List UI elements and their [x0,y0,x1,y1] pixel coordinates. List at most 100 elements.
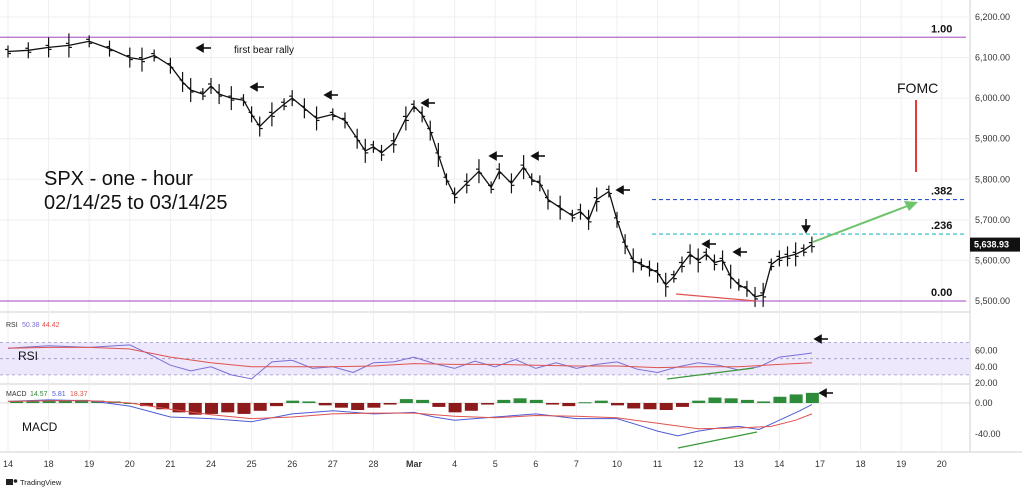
tradingview-logo: TradingView [6,478,62,487]
x-tick-label: 10 [612,459,622,469]
down-arrow-icon [801,219,811,234]
macd-hist-bar [805,392,819,403]
x-tick-label: 14 [774,459,784,469]
left-arrow-icon [813,334,828,344]
macd-hist-bar [578,402,592,404]
x-tick-label: 26 [287,459,297,469]
x-tick-label: Mar [406,459,423,469]
macd-header-signal: 18.37 [70,391,88,398]
rsi-ma-line [7,346,812,369]
x-tick-label: 11 [653,459,662,469]
macd-hist-bar [156,403,170,410]
grid [0,0,970,452]
macd-hist-bar [302,401,316,403]
left-arrow-icon [615,185,630,195]
last-price-label: 5,638.93 [974,240,1009,250]
macd-hist-bar [188,403,202,415]
forecast-arrow-head [904,201,918,211]
macd-tick-label: -40.00 [975,429,1001,439]
macd-hist-bar [318,403,332,406]
left-arrow-icon [323,90,338,100]
x-tick-label: 25 [247,459,257,469]
macd-divergence-line [677,431,758,449]
macd-hist-bar [58,400,72,403]
y-tick-label: 6,200.00 [975,12,1010,22]
rsi-tick-label: 20.00 [975,378,998,388]
x-tick-label: 20 [125,459,135,469]
macd-hist-bar [367,403,381,408]
x-tick-label: 18 [44,459,54,469]
y-tick-label: 5,500.00 [975,296,1010,306]
left-arrow-icon [701,239,716,249]
macd-hist-bar [757,401,771,403]
forecast-arrow-line [812,204,911,243]
macd-hist-bar [75,399,89,403]
x-tick-label: 20 [937,459,947,469]
macd-hist-bar [627,403,641,409]
y-tick-label: 5,900.00 [975,134,1010,144]
pointer-arrows [195,43,833,398]
macd-hist-bar [26,401,40,403]
macd-hist-bar [643,403,657,410]
macd-hist-bar [221,403,235,413]
x-tick-label: 17 [815,459,825,469]
rsi-divergence-line [666,367,755,380]
macd-hist-bar [205,403,218,414]
macd-hist-bar [789,394,803,403]
tradingview-logo-icon [6,479,13,485]
rsi-series [7,344,812,380]
y-tick-label: 5,800.00 [975,174,1010,184]
macd-hist-bar [237,403,251,414]
macd-signal-line [7,400,813,430]
rsi-tick-label: 60.00 [975,346,998,356]
x-tick-label: 19 [84,459,94,469]
macd-header-name: MACD [6,391,27,398]
macd-hist-bar [399,399,413,403]
left-arrow-icon [732,247,747,257]
left-arrow-icon [488,151,503,161]
macd-hist-bar [611,403,624,406]
left-arrow-icon [530,151,545,161]
macd-hist-bar [724,398,738,403]
macd-hist-bar [773,396,787,403]
x-tick-label: 21 [165,459,175,469]
macd-hist-bar [42,400,56,403]
macd-hist-bar [692,400,706,403]
macd-series [0,392,970,437]
x-tick-label: 5 [493,459,498,469]
macd-hist-bar [708,397,722,403]
time-axis: 14 18 19 20 21 24 25 26 27 28 Mar 4 5 6 7 10 11 12 13 14 17 1… [3,459,947,469]
rsi-header-ma-value: 44.42 [42,322,60,329]
x-tick-label: 7 [574,459,579,469]
x-tick-label: 24 [206,459,216,469]
rsi-header: RSI 50.38 44.42 [6,322,60,329]
y-tick-label: 5,700.00 [975,215,1010,225]
macd-header-macd: 5.81 [52,391,66,398]
macd-hist-bar [334,403,348,408]
macd-header-hist: 14.57 [30,391,48,398]
macd-hist-bar [659,403,673,411]
left-arrow-icon [818,388,833,398]
macd-hist-bar [740,399,754,403]
x-tick-label: 19 [896,459,906,469]
rsi-panel-label: RSI [18,349,38,363]
x-tick-label: 13 [734,459,744,469]
macd-hist-bar [562,403,576,407]
macd-hist-bar [464,403,478,411]
chart-subtitle: 02/14/25 to 03/14/25 [44,192,228,214]
y-tick-label: 6,100.00 [975,53,1010,63]
macd-hist-bar [269,403,283,407]
macd-hist-bar [383,403,397,405]
macd-hist-bar [529,399,543,403]
fib-level-label: 1.00 [931,23,952,35]
rsi-header-value: 50.38 [22,322,40,329]
brand-label: TradingView [20,478,62,487]
macd-hist-bar [432,403,446,407]
x-tick-label: 12 [693,459,703,469]
rsi-tick-label: 40.00 [975,362,998,372]
x-tick-label: 27 [328,459,338,469]
x-tick-label: 4 [452,459,457,469]
macd-hist-bar [10,401,24,403]
rsi-header-name: RSI [6,322,18,329]
